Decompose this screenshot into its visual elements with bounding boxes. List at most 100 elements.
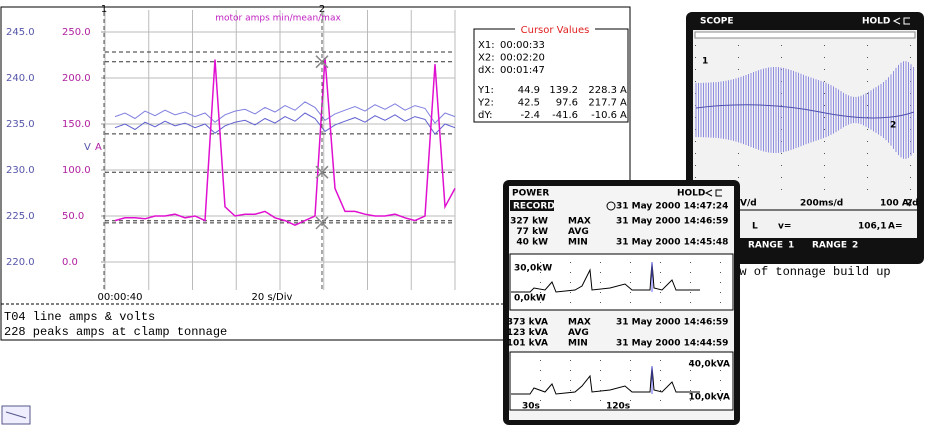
mini-dot xyxy=(660,400,661,401)
mini-dot xyxy=(570,390,571,391)
mini-dot xyxy=(600,272,601,273)
mini-dot xyxy=(570,272,571,273)
scope-dot xyxy=(824,93,825,94)
cursor-value: 00:00:33 xyxy=(500,40,545,51)
time-axis: 30s xyxy=(522,402,540,412)
mini-dot xyxy=(690,272,691,273)
scope-dot xyxy=(695,81,696,82)
mini-dot xyxy=(540,400,541,401)
mini-dot xyxy=(600,370,601,371)
cursor-value: 42.5 xyxy=(518,98,540,109)
power-mode: RECORD xyxy=(513,202,555,212)
cursor-value: 00:01:47 xyxy=(500,65,545,76)
scope-dot xyxy=(910,45,911,46)
power-time: 31 May 2000 14:46:59 xyxy=(616,318,728,328)
mini-dot xyxy=(720,292,721,293)
power-value: 101 kVA xyxy=(507,339,548,349)
scope-dot xyxy=(824,153,825,154)
a-tick-label: 100.0 xyxy=(62,165,91,176)
mini-dot xyxy=(540,370,541,371)
mini-dot xyxy=(630,282,631,283)
scope-dot xyxy=(824,165,825,166)
scope-dot xyxy=(910,177,911,178)
mini-dot xyxy=(660,380,661,381)
caption: iew of tonnage build up xyxy=(725,265,891,279)
scope-dot xyxy=(910,165,911,166)
power-value: 77 kW xyxy=(516,227,548,237)
cursor-label: Y2: xyxy=(477,98,494,109)
cursor-value: 44.9 xyxy=(518,85,540,96)
scope-dot xyxy=(695,69,696,70)
mini-dot xyxy=(720,262,721,263)
mini-dot xyxy=(660,390,661,391)
power-stat: AVG xyxy=(568,227,589,237)
power-stat: MIN xyxy=(568,339,588,349)
scope-dot xyxy=(824,129,825,130)
mini-dot xyxy=(690,380,691,381)
time-label: 00:00:40 xyxy=(98,292,143,303)
power-hold: HOLD xyxy=(677,189,705,199)
cursor-label: Y1: xyxy=(477,85,494,96)
mini-dot xyxy=(660,262,661,263)
mini-dot xyxy=(690,262,691,263)
mini-dot xyxy=(690,390,691,391)
scope-dot xyxy=(695,141,696,142)
mini-dot xyxy=(570,292,571,293)
cursor-label: dY: xyxy=(478,110,493,121)
scope-dot xyxy=(781,189,782,190)
cursor-value: 97.6 xyxy=(556,98,578,109)
mini-dot xyxy=(540,282,541,283)
mini-dot xyxy=(660,292,661,293)
power-time: 31 May 2000 14:46:59 xyxy=(616,217,728,227)
cursor-label: X2: xyxy=(478,53,495,64)
note: 228 peaks amps at clamp tonnage xyxy=(4,325,227,339)
cursor-unit: A xyxy=(620,85,627,96)
scope-dot xyxy=(824,81,825,82)
scope-dot xyxy=(867,189,868,190)
scope-range: 1 xyxy=(788,241,794,251)
mini-dot xyxy=(570,302,571,303)
scope-range: RANGE xyxy=(748,241,783,251)
mini-dot xyxy=(570,370,571,371)
cursor-value: -10.6 xyxy=(591,110,617,121)
power-stat: MAX xyxy=(568,318,591,328)
scope-reading: A= xyxy=(888,222,903,232)
scope-dot xyxy=(867,153,868,154)
scope-dot xyxy=(867,81,868,82)
power-timestamp: 31 May 2000 14:47:24 xyxy=(616,202,728,212)
mini-dot xyxy=(690,282,691,283)
scope-hold: HOLD xyxy=(862,17,890,27)
mini-dot xyxy=(690,292,691,293)
power-value: 40 kW xyxy=(516,238,548,248)
scope-dot xyxy=(738,165,739,166)
scope-dot xyxy=(867,105,868,106)
scope-dot xyxy=(781,177,782,178)
mini-dot xyxy=(630,292,631,293)
cursor-value: 228.3 xyxy=(588,85,617,96)
scope-dot xyxy=(824,177,825,178)
scope-dot xyxy=(781,165,782,166)
mini-dot xyxy=(630,302,631,303)
mini-dot xyxy=(720,272,721,273)
scope-reading: 106,1 xyxy=(858,222,886,232)
cursor-marker: 1 xyxy=(101,4,107,15)
mini-dot xyxy=(600,262,601,263)
chart-title: motor amps min/mean/max xyxy=(215,14,341,24)
scope-dot xyxy=(781,45,782,46)
cursor-value: 139.2 xyxy=(549,85,578,96)
a-tick-label: 250.0 xyxy=(62,27,91,38)
mini-dot xyxy=(570,360,571,361)
v-tick-label: 240.0 xyxy=(6,73,35,84)
mini-dot xyxy=(570,282,571,283)
mini-dot xyxy=(690,370,691,371)
scope-dot xyxy=(910,189,911,190)
cursor-unit: A xyxy=(620,98,627,109)
cursor-value: -2.4 xyxy=(520,110,540,121)
scope-dot xyxy=(695,153,696,154)
scope-dot xyxy=(824,69,825,70)
a-tick-label: 150.0 xyxy=(62,119,91,130)
v-tick-label: 245.0 xyxy=(6,27,35,38)
mini-dot xyxy=(720,282,721,283)
mini-dot xyxy=(600,400,601,401)
v-tick-label: 220.0 xyxy=(6,257,35,268)
